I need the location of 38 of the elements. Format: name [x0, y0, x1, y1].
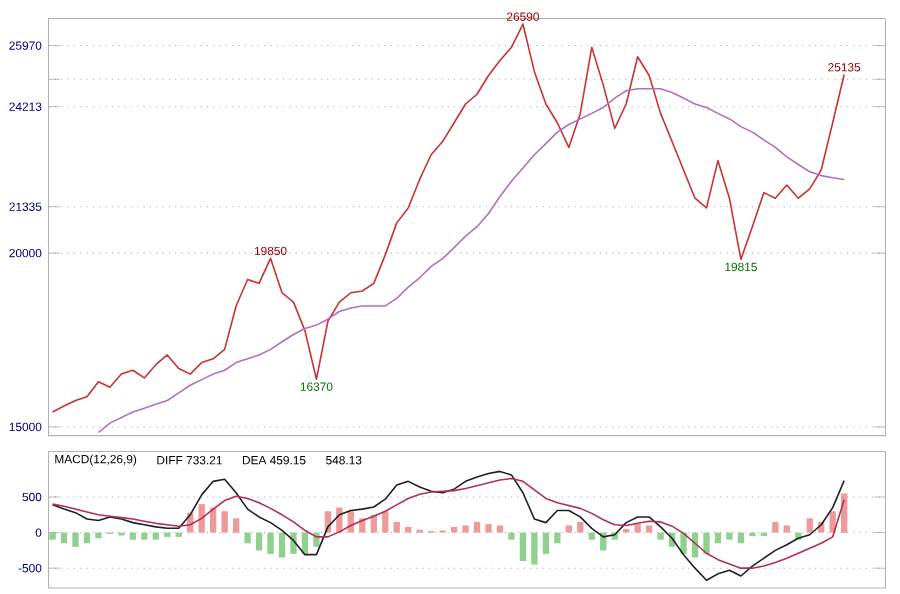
bar: [255, 532, 263, 551]
bar: [152, 532, 159, 540]
bar: [405, 526, 412, 533]
bar: [657, 532, 664, 540]
bar: [840, 493, 848, 533]
bar: [278, 532, 286, 558]
bar: [141, 532, 148, 540]
bar: [450, 526, 458, 533]
bar: [772, 521, 779, 533]
bar: [95, 532, 102, 539]
bar: [565, 525, 572, 533]
bar: [49, 532, 56, 540]
bar: [783, 525, 790, 533]
bar: [267, 532, 274, 554]
bar: [462, 525, 469, 533]
bar: [645, 525, 653, 533]
bar: [554, 532, 561, 544]
bar: [588, 532, 595, 540]
bar: [542, 532, 550, 554]
bar: [232, 518, 240, 533]
bar: [485, 524, 492, 533]
bar: [703, 532, 710, 554]
bar: [508, 532, 515, 540]
bar: [577, 521, 584, 533]
bar: [72, 532, 79, 547]
bar: [806, 518, 813, 533]
bar: [198, 504, 205, 533]
bar: [634, 524, 641, 533]
bar: [531, 532, 538, 565]
bar: [519, 532, 527, 562]
bar: [129, 532, 137, 540]
bar: [473, 521, 481, 533]
bar: [496, 525, 504, 533]
bar: [726, 532, 733, 540]
bar: [393, 521, 400, 533]
bar: [221, 511, 228, 533]
bar: [382, 511, 389, 533]
bar: [244, 532, 251, 544]
